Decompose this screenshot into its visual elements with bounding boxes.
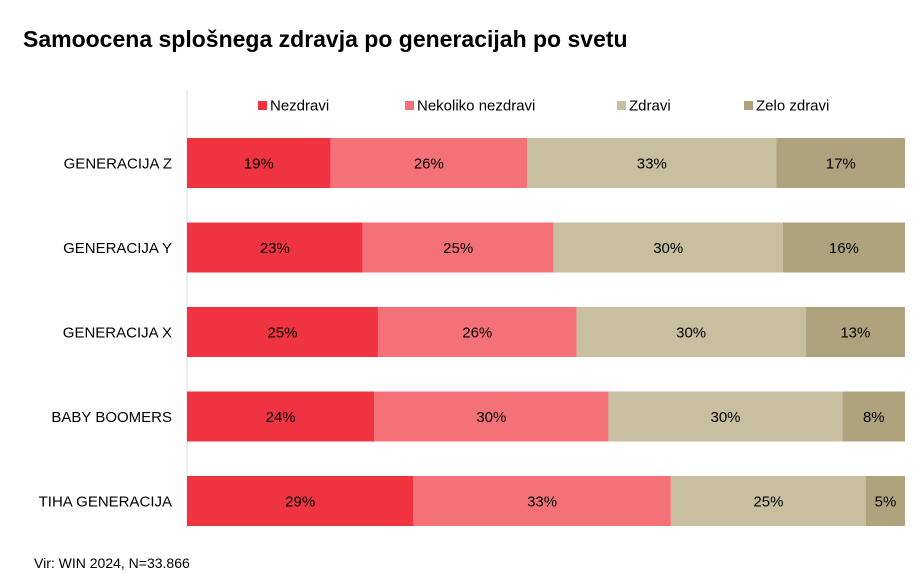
bar-row-tiha-generacija: 29% 33% 25% 5% bbox=[187, 476, 905, 526]
category-labels: GENERACIJA Z GENERACIJA Y GENERACIJA X BABY… bbox=[39, 156, 172, 511]
data-label-zdravi: 30% bbox=[710, 409, 740, 426]
bar-segment-nekoliko-nezdravi bbox=[330, 138, 528, 188]
legend-label-nezdravi: Nezdravi bbox=[270, 98, 329, 115]
legend: Nezdravi Nekoliko nezdravi Zdravi Zelo zdra… bbox=[258, 98, 829, 115]
data-label-nezdravi: 24% bbox=[266, 409, 296, 426]
bar-segment-nekoliko-nezdravi bbox=[374, 391, 609, 442]
legend-swatch-nezdravi bbox=[258, 101, 267, 110]
source-note: Vir: WIN 2024, N=33.866 bbox=[34, 555, 190, 571]
bar-segment-zelo-zdravi bbox=[842, 391, 905, 442]
data-label-nezdravi: 29% bbox=[285, 494, 315, 511]
legend-item-zdravi: Zdravi bbox=[617, 98, 671, 115]
bar-segment-nekoliko-nezdravi bbox=[413, 476, 671, 526]
bar-segment-nezdravi bbox=[187, 222, 363, 273]
category-label: BABY BOOMERS bbox=[51, 409, 172, 426]
category-label: GENERACIJA Y bbox=[63, 240, 172, 257]
legend-swatch-zdravi bbox=[617, 101, 626, 110]
legend-label-zdravi: Zdravi bbox=[629, 98, 671, 115]
legend-swatch-zelo-zdravi bbox=[744, 101, 753, 110]
legend-label-nekoliko-nezdravi: Nekoliko nezdravi bbox=[417, 98, 535, 115]
bar-segment-zdravi bbox=[608, 391, 843, 442]
data-label-nezdravi: 23% bbox=[260, 240, 290, 257]
data-label-zelo-zdravi: 17% bbox=[826, 156, 856, 173]
bar-segment-zelo-zdravi bbox=[865, 476, 905, 526]
bar-row-generacija-z: 19% 26% 33% 17% bbox=[187, 138, 905, 188]
data-label-nekoliko-nezdravi: 26% bbox=[462, 325, 492, 342]
bar-segment-nezdravi bbox=[187, 476, 414, 526]
data-label-zdravi: 25% bbox=[753, 494, 783, 511]
bar-segment-zdravi bbox=[527, 138, 777, 188]
data-label-zelo-zdravi: 8% bbox=[863, 409, 885, 426]
data-label-zdravi: 30% bbox=[653, 240, 683, 257]
bars: 19% 26% 33% 17% 23% 25% 30% 16% 25% 26% 30% 13% 24% 3… bbox=[187, 138, 905, 526]
bar-segment-zelo-zdravi bbox=[805, 307, 905, 357]
bar-segment-zdravi bbox=[553, 222, 783, 273]
data-label-nezdravi: 19% bbox=[244, 156, 274, 173]
data-label-zelo-zdravi: 13% bbox=[840, 325, 870, 342]
data-label-nekoliko-nezdravi: 30% bbox=[476, 409, 506, 426]
legend-item-nekoliko-nezdravi: Nekoliko nezdravi bbox=[405, 98, 535, 115]
chart-title: Samoocena splošnega zdravja po generacij… bbox=[23, 26, 628, 52]
data-label-nekoliko-nezdravi: 25% bbox=[443, 240, 473, 257]
legend-label-zelo-zdravi: Zelo zdravi bbox=[756, 98, 829, 115]
bar-segment-nekoliko-nezdravi bbox=[377, 307, 577, 357]
bar-segment-nezdravi bbox=[187, 307, 378, 357]
bar-segment-nezdravi bbox=[187, 138, 331, 188]
bar-segment-zelo-zdravi bbox=[776, 138, 905, 188]
category-label: GENERACIJA Z bbox=[64, 156, 172, 173]
data-label-nekoliko-nezdravi: 26% bbox=[414, 156, 444, 173]
bar-row-baby-boomers: 24% 30% 30% 8% bbox=[187, 391, 905, 442]
data-label-zelo-zdravi: 16% bbox=[829, 240, 859, 257]
data-label-zdravi: 33% bbox=[637, 156, 667, 173]
category-label: TIHA GENERACIJA bbox=[39, 494, 172, 511]
data-label-zdravi: 30% bbox=[676, 325, 706, 342]
bar-segment-zdravi bbox=[670, 476, 866, 526]
legend-item-nezdravi: Nezdravi bbox=[258, 98, 329, 115]
legend-item-zelo-zdravi: Zelo zdravi bbox=[744, 98, 829, 115]
data-label-zelo-zdravi: 5% bbox=[875, 494, 897, 511]
data-label-nekoliko-nezdravi: 33% bbox=[527, 494, 557, 511]
bar-segment-nezdravi bbox=[187, 391, 375, 442]
bar-segment-zdravi bbox=[576, 307, 806, 357]
bar-segment-nekoliko-nezdravi bbox=[362, 222, 554, 273]
legend-swatch-nekoliko-nezdravi bbox=[405, 101, 414, 110]
bar-row-generacija-y: 23% 25% 30% 16% bbox=[187, 222, 905, 273]
data-label-nezdravi: 25% bbox=[267, 325, 297, 342]
bar-row-generacija-x: 25% 26% 30% 13% bbox=[187, 307, 905, 357]
category-label: GENERACIJA X bbox=[63, 325, 172, 342]
bar-segment-zelo-zdravi bbox=[782, 222, 905, 273]
